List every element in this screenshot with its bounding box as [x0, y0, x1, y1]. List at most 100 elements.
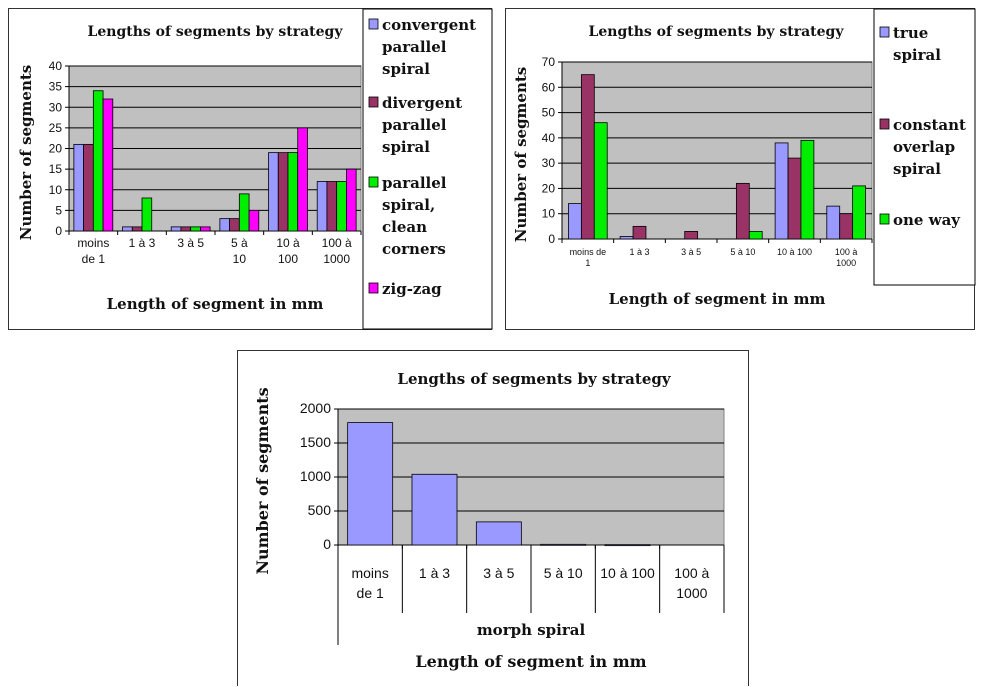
- x-tick-label-line: 10 à 100: [600, 565, 655, 581]
- bar: [297, 127, 308, 232]
- bar: [326, 181, 338, 232]
- legend-entry: parallel spiral, clean corners: [382, 174, 447, 258]
- bar: [540, 543, 587, 546]
- bar: [839, 213, 854, 240]
- x-tick-label: moins de 1: [77, 236, 109, 266]
- x-tick-label-line: 10 à 100: [777, 247, 812, 257]
- legend-entry-line: spiral,: [382, 196, 435, 214]
- y-tick-label: 0: [548, 232, 555, 246]
- y-tick-label: 40: [49, 59, 63, 73]
- y-axis-label: Number of segments: [253, 387, 272, 574]
- y-tick-label: 25: [49, 121, 63, 135]
- bar: [787, 157, 802, 240]
- x-tick-label-line: 1000: [323, 252, 350, 266]
- y-tick-label: 5: [55, 203, 62, 217]
- legend-box: [362, 8, 493, 330]
- legend-entry: one way: [893, 211, 961, 229]
- legend-entry-line: overlap: [893, 138, 955, 156]
- bar: [122, 226, 133, 232]
- bar: [83, 143, 94, 232]
- bar: [336, 181, 347, 232]
- legend-entry-line: constant: [893, 116, 966, 134]
- chart-2: 0 10 20 30 40 50 60 70 moins de 1 1 à 3 3 à 5 5 à 10…: [512, 8, 976, 308]
- x-tick-label-line: moins de: [570, 247, 607, 257]
- y-tick-label: 0: [323, 536, 331, 552]
- legend-entry-line: spiral: [382, 138, 430, 156]
- legend-entry-line: parallel: [382, 174, 447, 192]
- y-tick-label: 0: [55, 224, 62, 238]
- bar: [568, 203, 582, 240]
- y-tick-label: 1000: [300, 468, 331, 484]
- bar: [316, 181, 328, 232]
- bar: [748, 231, 763, 240]
- bar: [593, 122, 608, 240]
- bar: [277, 152, 289, 232]
- x-tick-label-line: 100: [278, 252, 298, 266]
- x-tick-label: 3 à 5: [483, 565, 514, 581]
- x-tick-label-line: 5 à: [231, 236, 248, 250]
- bar: [774, 142, 789, 240]
- bar: [800, 139, 815, 240]
- legend-entry-line: convergent: [382, 16, 476, 34]
- x-tick-label: 100 à 1000: [674, 565, 709, 601]
- legend-swatch: [368, 18, 379, 30]
- chart-panel-2: 0 10 20 30 40 50 60 70 moins de 1 1 à 3 3 à 5 5 à 10…: [505, 8, 976, 330]
- legend-entry-line: true: [893, 24, 928, 42]
- x-tick-label-line: 1000: [836, 258, 856, 268]
- bar: [170, 226, 182, 232]
- x-tick-label: 5 à 10: [231, 236, 248, 266]
- plot-area: [561, 61, 873, 240]
- bar: [248, 209, 260, 232]
- bar: [826, 205, 841, 240]
- legend-entry: true spiral: [893, 24, 941, 64]
- x-tick-label: 1 à 3: [129, 236, 156, 250]
- x-tick-label: moins de 1: [351, 565, 388, 601]
- x-axis-label: Length of segment in mm: [107, 295, 324, 313]
- x-axis-label: Length of segment in mm: [415, 652, 646, 671]
- legend-entry-line: parallel: [382, 116, 447, 134]
- bar: [180, 226, 192, 232]
- y-tick-label: 50: [542, 106, 556, 120]
- x-tick-label-line: 1 à 3: [419, 565, 450, 581]
- y-axis-label: Number of segments: [17, 65, 35, 241]
- x-tick-label: 3 à 5: [177, 236, 204, 250]
- chart-title: Lengths of segments by strategy: [589, 24, 845, 40]
- x-tick-label: 10 à 100: [600, 565, 655, 581]
- x-tick-label-line: 1 à 3: [129, 236, 156, 250]
- x-tick-label: moins de 1: [570, 247, 607, 268]
- bar: [735, 182, 750, 240]
- bar: [580, 74, 595, 240]
- x-tick-label-line: 1: [585, 258, 590, 268]
- bar: [411, 473, 458, 546]
- y-tick-label: 35: [49, 80, 63, 94]
- y-tick-label: 30: [542, 156, 556, 170]
- x-tick-label-line: 3 à 5: [483, 565, 514, 581]
- legend-entry: divergent parallel spiral: [382, 94, 462, 156]
- bar: [287, 152, 299, 232]
- y-axis-label: Number of segments: [512, 67, 530, 243]
- legend-swatch: [879, 118, 890, 130]
- chart-3: 0 500 1000 1500 2000 moins de 1 1 à 3 3 à 5 5 à 1…: [253, 370, 725, 671]
- bar: [632, 225, 647, 240]
- group-label: morph spiral: [477, 621, 586, 639]
- y-tick-label: 2000: [300, 400, 331, 416]
- chart-title: Lengths of segments by strategy: [397, 370, 671, 388]
- bar: [852, 185, 866, 240]
- bar: [684, 231, 699, 240]
- legend-entry: convergent parallel spiral: [382, 16, 476, 78]
- legend-entry-line: corners: [382, 240, 446, 258]
- x-tick-label-line: 1000: [676, 585, 707, 601]
- bar: [141, 197, 153, 232]
- chart-title: Lengths of segments by strategy: [88, 24, 344, 40]
- bar: [73, 143, 85, 232]
- legend-box: [873, 8, 976, 286]
- bar: [199, 226, 211, 232]
- x-tick-label: 1 à 3: [629, 247, 649, 257]
- legend-entry-line: one way: [893, 211, 961, 229]
- bar: [219, 218, 231, 232]
- x-tick-label-line: 1 à 3: [629, 247, 649, 257]
- legend-swatch: [368, 282, 379, 294]
- legend-swatch: [368, 176, 379, 188]
